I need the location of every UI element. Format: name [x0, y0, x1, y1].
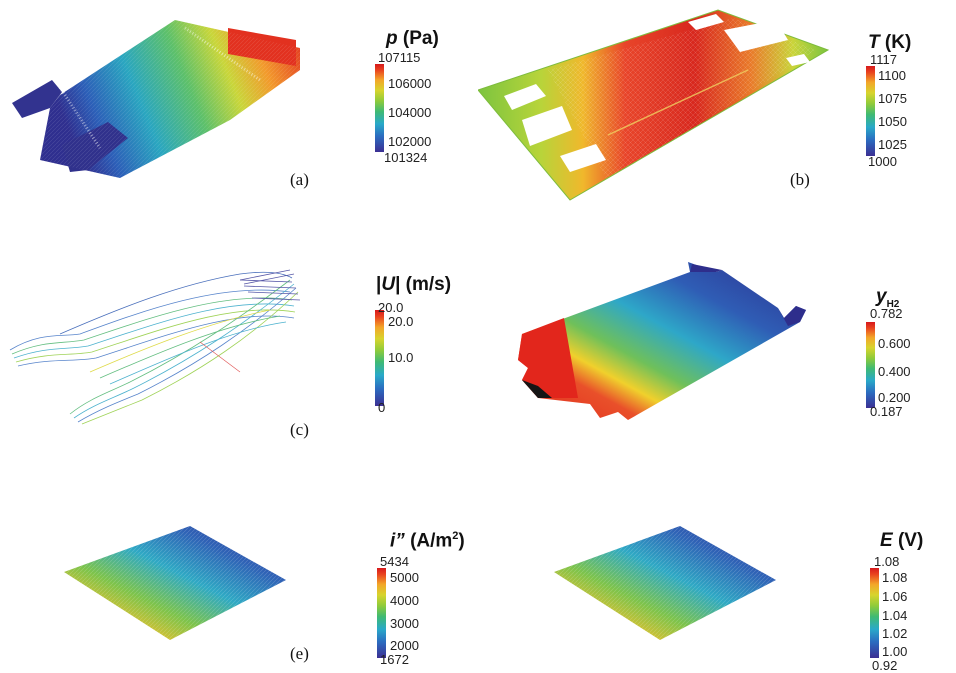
pressure-colorbar — [375, 64, 384, 152]
pressure-contour-plot — [12, 20, 300, 178]
legend-unit-end: ) — [458, 530, 465, 552]
legend-tick: 0.200 — [878, 390, 911, 405]
legend-tick: 1.06 — [882, 589, 908, 604]
legend-tick: 1100 — [878, 68, 906, 83]
legend-max: 1.08 — [874, 554, 900, 569]
panel-label-c: (c) — [290, 420, 309, 439]
temperature-contour-plot — [478, 9, 830, 201]
panel-f-potential: E (V) 1.08 1.08 1.06 1.04 1.02 1.00 0.92 — [478, 444, 956, 673]
legend-unit: (V) — [897, 530, 924, 551]
current-density-colorbar — [377, 568, 386, 658]
panel-e-current-density: (e) i” (A/m2) 5434 5000 4000 3000 2000 1… — [0, 444, 478, 667]
legend-unit: (Pa) — [402, 28, 439, 49]
legend-subscript: H2 — [886, 298, 900, 310]
legend-tick: 106000 — [388, 76, 432, 91]
legend-tick: 1050 — [878, 114, 907, 129]
legend-unit: (K) — [884, 32, 912, 53]
legend-tick: 1.04 — [882, 608, 908, 623]
legend-tick: 20.0 — [388, 314, 414, 329]
panel-d-h2-fraction: yH2 0.782 0.600 0.400 0.200 0.187 — [478, 222, 956, 444]
panel-label-b: (b) — [790, 170, 810, 189]
legend-max: 20.0 — [378, 300, 404, 315]
legend-title: |U| (m/s) — [376, 274, 452, 295]
legend-unit-superscript: 2 — [452, 530, 459, 542]
legend-tick: 1.00 — [882, 644, 908, 659]
legend-tick: 104000 — [388, 105, 432, 120]
current-density-contour-plot — [64, 526, 286, 640]
legend-tick: 0.600 — [878, 336, 911, 351]
legend-title: p (Pa) — [386, 28, 439, 50]
h2-fraction-contour-plot — [518, 262, 806, 420]
legend-title: yH2 — [876, 286, 899, 310]
velocity-colorbar — [375, 310, 384, 406]
panel-b-temperature: (b) T (K) 1117 1100 1075 1050 1025 1000 — [478, 0, 956, 222]
legend-min: 1672 — [380, 652, 409, 667]
legend-min: 1000 — [868, 154, 897, 169]
legend-max: 5434 — [380, 554, 409, 569]
legend-title: E (V) — [880, 530, 923, 552]
temperature-colorbar — [866, 66, 875, 156]
legend-min: 0.187 — [870, 404, 903, 419]
legend-tick: 1.02 — [882, 626, 908, 641]
legend-tick: 2000 — [390, 638, 419, 653]
legend-min: 101324 — [384, 150, 428, 165]
legend-tick: 3000 — [390, 616, 419, 631]
legend-tick: 0.400 — [878, 364, 911, 379]
potential-colorbar — [870, 568, 879, 658]
legend-tick: 1075 — [878, 91, 907, 106]
legend-tick: 102000 — [388, 134, 432, 149]
legend-tick: 1.08 — [882, 570, 908, 585]
velocity-streamline-plot — [9, 269, 301, 425]
legend-unit: (m/s) — [405, 274, 452, 295]
legend-symbol: T — [868, 32, 880, 53]
legend-tick: 5000 — [390, 570, 419, 585]
legend-title: i” (A/m2) — [390, 530, 465, 552]
panel-label-e: (e) — [290, 644, 309, 663]
legend-max: 1117 — [870, 52, 897, 67]
legend-symbol: p — [386, 28, 398, 49]
legend-symbol: i” — [390, 530, 405, 552]
panel-label-a: (a) — [290, 170, 309, 189]
h2-fraction-colorbar — [866, 322, 875, 408]
legend-tick: 10.0 — [388, 350, 414, 365]
legend-max: 0.782 — [870, 306, 903, 321]
legend-title: T (K) — [868, 32, 911, 54]
legend-unit: (A/m — [410, 530, 453, 552]
legend-symbol: U — [381, 274, 396, 295]
legend-tick: 4000 — [390, 593, 419, 608]
legend-min: 0 — [378, 400, 386, 415]
legend-symbol: E — [880, 530, 893, 551]
legend-tick: 1025 — [878, 137, 907, 152]
panel-a-pressure: (a) p (Pa) 107115 106000 104000 102000 1… — [0, 0, 478, 222]
potential-contour-plot — [554, 526, 776, 640]
legend-max: 107115 — [378, 50, 421, 65]
panel-c-velocity: (c) |U| (m/s) 20.0 20.0 10.0 0 — [0, 222, 478, 444]
legend-symbol: y — [876, 286, 887, 307]
